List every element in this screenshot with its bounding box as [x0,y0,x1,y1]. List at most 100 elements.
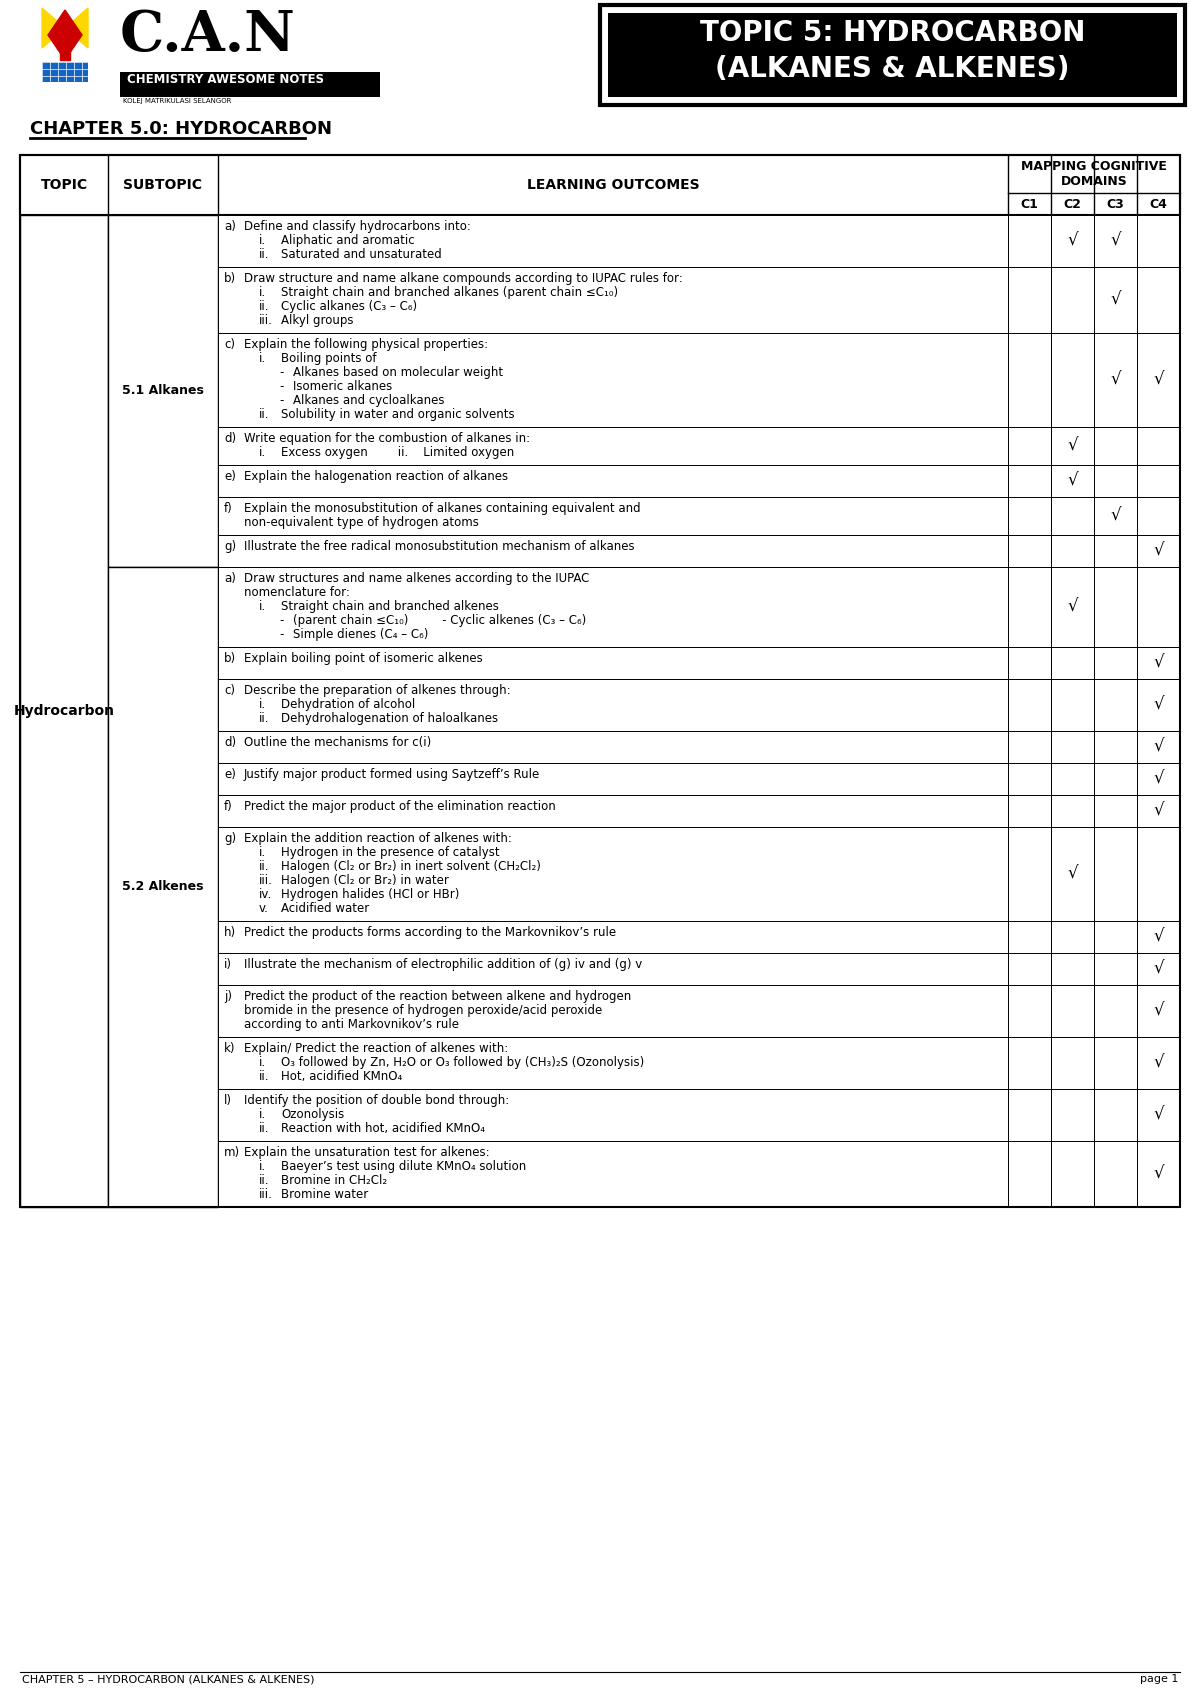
Text: Explain the monosubstitution of alkanes containing equivalent and: Explain the monosubstitution of alkanes … [244,502,641,514]
Text: ii.: ii. [259,1122,270,1135]
Text: C.A.N: C.A.N [120,8,296,63]
Bar [20,216,108,1207]
Bar [1094,647,1138,679]
Bar [1008,764,1051,794]
Bar [1008,731,1051,764]
Text: Bromine water: Bromine water [281,1188,368,1201]
Text: √: √ [1067,438,1078,455]
Bar [218,333,1008,428]
Text: bromide in the presence of hydrogen peroxide/acid peroxide: bromide in the presence of hydrogen pero… [244,1005,602,1017]
Text: Illustrate the free radical monosubstitution mechanism of alkanes: Illustrate the free radical monosubstitu… [244,540,635,553]
Bar [1051,567,1094,647]
Bar [1094,333,1138,428]
Text: √: √ [1153,961,1164,977]
Bar [1051,954,1094,984]
Text: Explain boiling point of isomeric alkenes: Explain boiling point of isomeric alkene… [244,652,482,665]
Bar [120,71,380,97]
Text: e): e) [224,769,236,781]
Text: i.: i. [259,234,266,248]
Text: KOLEJ MATRIKULASI SELANGOR: KOLEJ MATRIKULASI SELANGOR [124,98,232,104]
Bar [1051,794,1094,826]
Text: (ALKANES & ALKENES): (ALKANES & ALKENES) [715,54,1069,83]
Bar [1138,731,1180,764]
Text: page 1: page 1 [1140,1673,1178,1683]
Text: √: √ [1153,1054,1164,1073]
Text: Ozonolysis: Ozonolysis [281,1108,344,1122]
Text: nomenclature for:: nomenclature for: [244,585,350,599]
Text: ii.: ii. [259,300,270,312]
Text: Hydrogen in the presence of catalyst: Hydrogen in the presence of catalyst [281,847,499,859]
Text: a): a) [224,572,236,585]
Text: -: - [278,380,283,394]
Bar [218,954,1008,984]
Bar [1051,216,1094,266]
Text: Baeyer’s test using dilute KMnO₄ solution: Baeyer’s test using dilute KMnO₄ solutio… [281,1161,527,1173]
Bar [1051,497,1094,535]
Text: Straight chain and branched alkenes: Straight chain and branched alkenes [281,601,499,613]
Bar [1094,984,1138,1037]
Bar [1008,1089,1051,1140]
Text: 5.2 Alkenes: 5.2 Alkenes [122,881,204,894]
Bar [218,535,1008,567]
Text: e): e) [224,470,236,484]
Text: Illustrate the mechanism of electrophilic addition of (g) iv and (g) v: Illustrate the mechanism of electrophili… [244,959,642,971]
Bar [1008,428,1051,465]
Text: ii.: ii. [259,713,270,725]
Text: Predict the product of the reaction between alkene and hydrogen: Predict the product of the reaction betw… [244,989,631,1003]
Bar [1008,535,1051,567]
Text: Halogen (Cl₂ or Br₂) in water: Halogen (Cl₂ or Br₂) in water [281,874,449,888]
Bar [1051,921,1094,954]
Bar [1138,567,1180,647]
Bar [1138,647,1180,679]
Text: Write equation for the combustion of alkanes in:: Write equation for the combustion of alk… [244,433,530,445]
Text: √: √ [1067,865,1078,882]
Text: Simple dienes (C₄ – C₆): Simple dienes (C₄ – C₆) [293,628,428,641]
Bar [1138,954,1180,984]
Text: CHAPTER 5 – HYDROCARBON (ALKANES & ALKENES): CHAPTER 5 – HYDROCARBON (ALKANES & ALKEN… [22,1673,314,1683]
Text: √: √ [1067,597,1078,616]
Text: Isomeric alkanes: Isomeric alkanes [293,380,392,394]
Bar [1138,921,1180,954]
Text: i.: i. [259,601,266,613]
Bar [1138,1089,1180,1140]
Bar [218,921,1008,954]
Bar [218,679,1008,731]
Bar [1138,428,1180,465]
Bar [1094,216,1138,266]
Text: C2: C2 [1063,197,1081,210]
Bar [1138,984,1180,1037]
Text: Cyclic alkanes (C₃ – C₆): Cyclic alkanes (C₃ – C₆) [281,300,418,312]
Text: b): b) [224,652,236,665]
Text: m): m) [224,1145,240,1159]
Text: √: √ [1153,372,1164,389]
Bar [1008,333,1051,428]
Bar [1008,1037,1051,1089]
Bar [1008,647,1051,679]
Text: c): c) [224,684,235,697]
Text: i.: i. [259,1161,266,1173]
Bar [1008,679,1051,731]
Text: Alkanes and cycloalkanes: Alkanes and cycloalkanes [293,394,444,407]
Bar [218,567,1008,647]
Text: v.: v. [259,903,269,915]
Text: g): g) [224,540,236,553]
Bar [1008,984,1051,1037]
Text: √: √ [1153,653,1164,672]
Bar [1008,497,1051,535]
Bar [1094,1089,1138,1140]
Bar [1008,465,1051,497]
Bar [1094,731,1138,764]
Text: C1: C1 [1020,197,1038,210]
Text: Draw structures and name alkenes according to the IUPAC: Draw structures and name alkenes accordi… [244,572,589,585]
Text: non-equivalent type of hydrogen atoms: non-equivalent type of hydrogen atoms [244,516,479,529]
Text: -: - [278,367,283,378]
Text: iii.: iii. [259,314,272,328]
Text: Acidified water: Acidified water [281,903,370,915]
Text: Halogen (Cl₂ or Br₂) in inert solvent (CH₂Cl₂): Halogen (Cl₂ or Br₂) in inert solvent (C… [281,860,541,872]
Bar [1051,535,1094,567]
Bar [1138,794,1180,826]
Text: ii.: ii. [259,407,270,421]
Bar [218,826,1008,921]
Bar [1008,266,1051,333]
Bar [1051,465,1094,497]
